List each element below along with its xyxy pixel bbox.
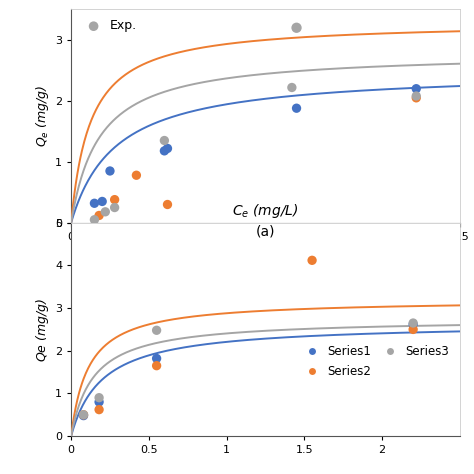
Legend: Series1, Series2, Series3: Series1, Series2, Series3 [295, 340, 454, 383]
Point [161, 137, 168, 144]
Point [412, 92, 420, 100]
Point [80, 411, 87, 419]
Point [133, 172, 140, 179]
Point [111, 204, 118, 211]
Point [410, 326, 417, 333]
Point [410, 320, 417, 328]
Point [95, 398, 103, 406]
Point [101, 208, 109, 216]
Point [410, 319, 417, 327]
Point [95, 394, 103, 401]
Y-axis label: $Q_e$ (mg/g): $Q_e$ (mg/g) [34, 85, 51, 147]
Point [153, 355, 160, 362]
Text: (a): (a) [255, 224, 275, 238]
Point [412, 85, 420, 92]
Legend: Exp.: Exp. [77, 16, 141, 36]
Point [164, 201, 171, 208]
Point [153, 362, 160, 370]
Point [412, 94, 420, 101]
Y-axis label: $Qe$ (mg/g): $Qe$ (mg/g) [34, 297, 51, 362]
Point [153, 327, 160, 334]
Point [95, 212, 103, 219]
Point [293, 104, 301, 112]
Point [293, 24, 301, 32]
Point [95, 406, 103, 413]
Point [91, 216, 98, 224]
Point [164, 145, 171, 152]
Point [80, 411, 87, 419]
Point [91, 200, 98, 207]
Point [80, 412, 87, 419]
Point [99, 198, 106, 205]
Point [111, 196, 118, 203]
Point [161, 147, 168, 155]
Point [288, 84, 296, 91]
Text: $C_e$ (mg/L): $C_e$ (mg/L) [232, 202, 299, 220]
Point [106, 167, 114, 175]
Point [308, 256, 316, 264]
